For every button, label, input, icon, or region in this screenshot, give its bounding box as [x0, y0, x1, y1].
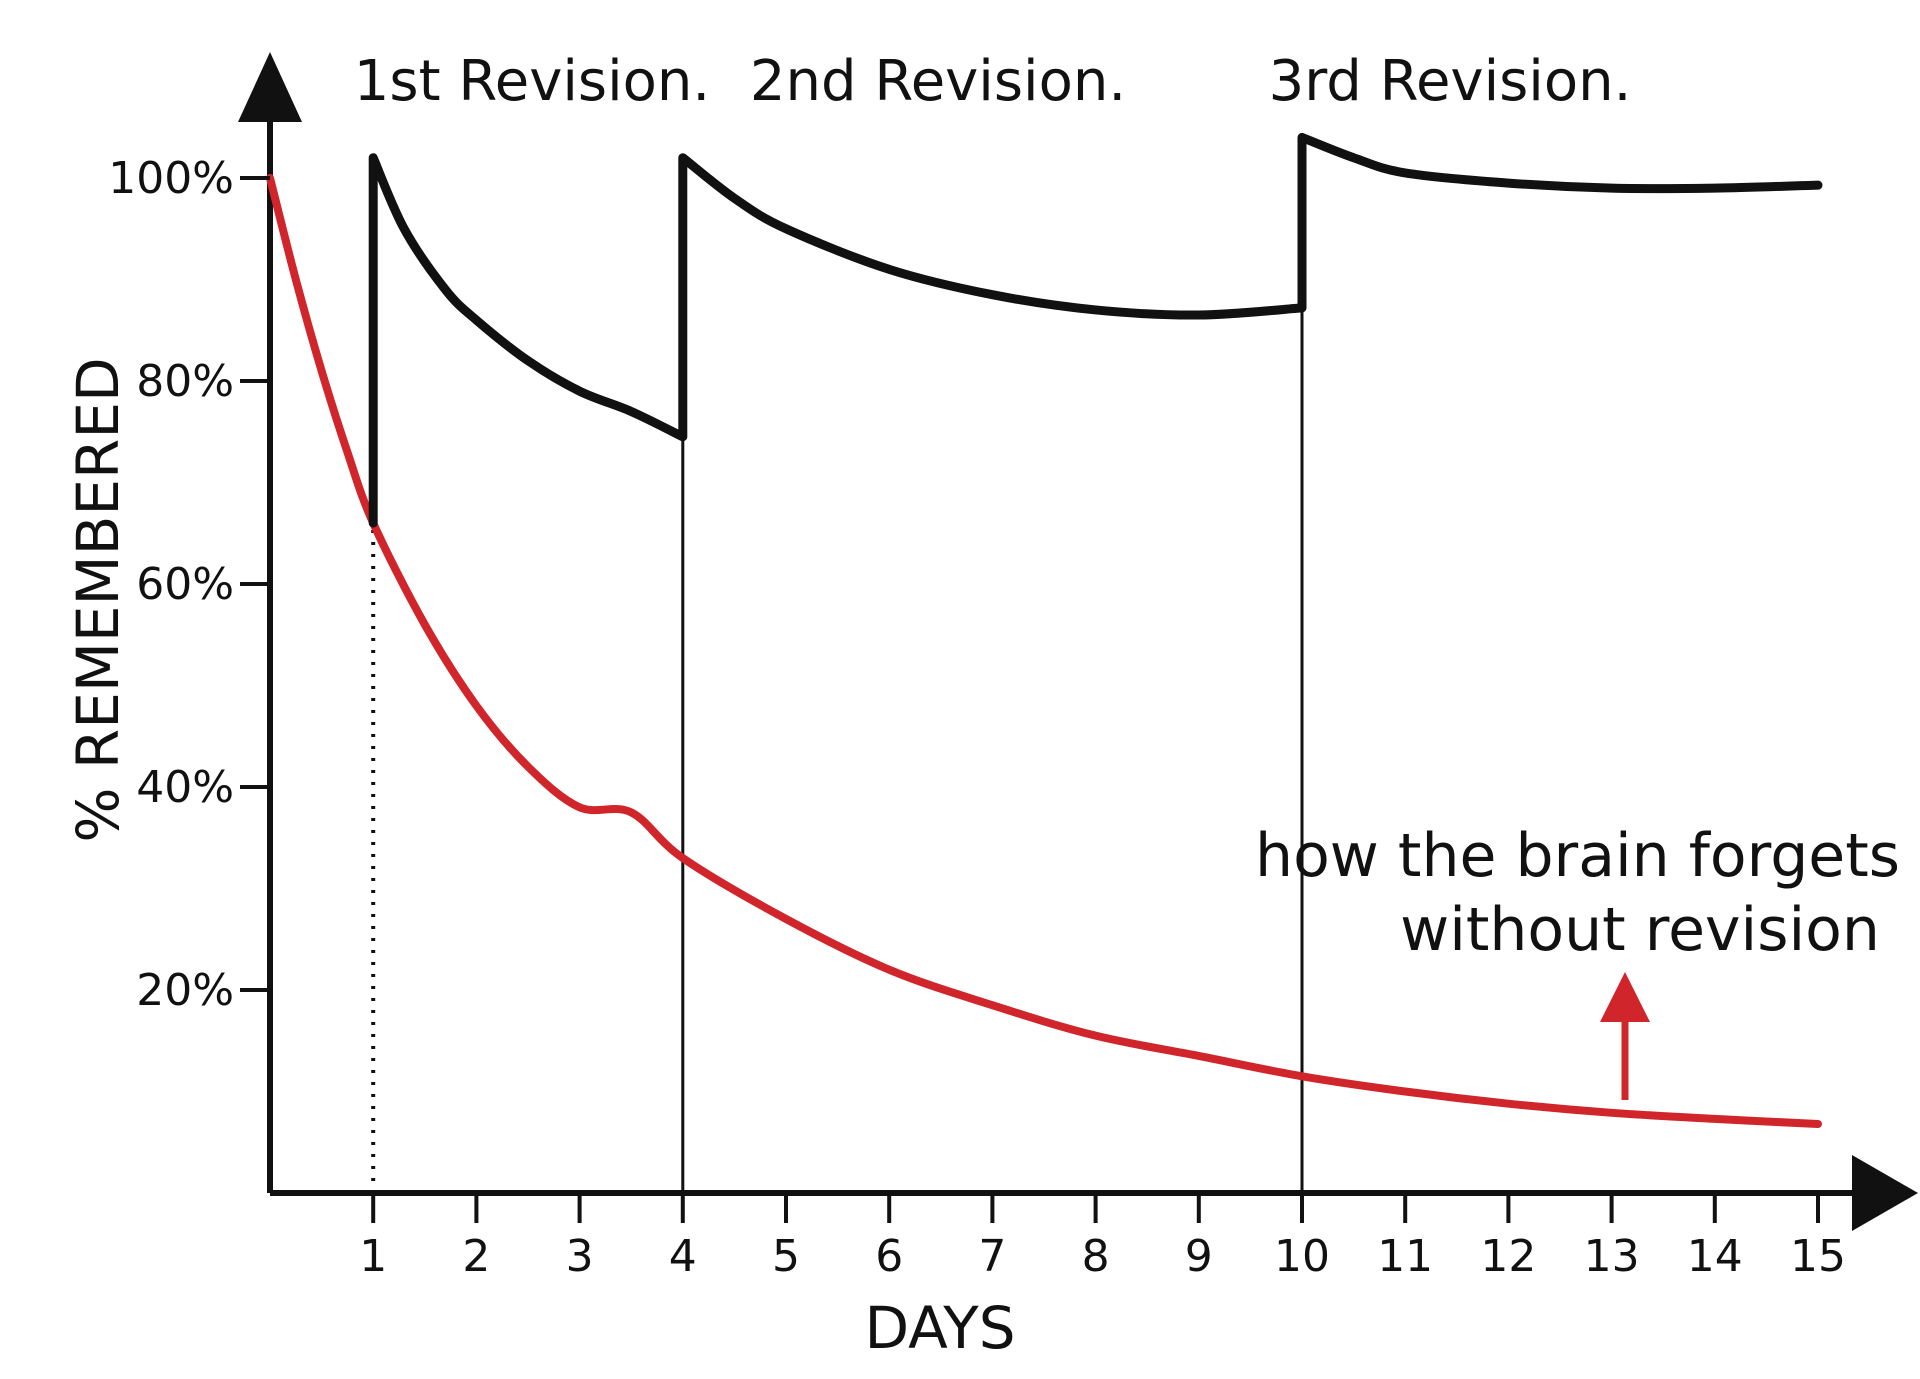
- revision-guides: [371, 307, 1304, 1193]
- x-tick-label: 11: [1377, 1231, 1433, 1282]
- revision-label: 3rd Revision.: [1269, 49, 1632, 114]
- x-tick-label: 5: [772, 1231, 800, 1282]
- series-layer: [266, 132, 1823, 1128]
- x-tick-label: 1: [359, 1231, 387, 1282]
- y-tick-label: 20%: [136, 965, 234, 1016]
- x-tick-label: 7: [978, 1231, 1006, 1282]
- y-axis-arrow: [238, 52, 302, 122]
- x-axis-title: DAYS: [864, 1294, 1015, 1362]
- series-line-forgetting: [266, 174, 1822, 1128]
- x-axis-ticks: 1 2 3 4 5 6 7 8 9 10 11 12 13 14 15: [359, 1193, 1846, 1282]
- annotation: how the brain forgets without revision: [1255, 821, 1900, 1100]
- y-tick-label: 40%: [136, 762, 234, 813]
- axes: [238, 52, 1918, 1231]
- x-tick-label: 3: [566, 1231, 594, 1282]
- y-axis-title: % REMEMBERED: [64, 357, 132, 842]
- revision-labels: 1st Revision. 2nd Revision. 3rd Revision.: [354, 49, 1632, 114]
- revision-label: 2nd Revision.: [750, 49, 1126, 114]
- x-tick-label: 4: [669, 1231, 697, 1282]
- y-tick-label: 80%: [136, 356, 234, 407]
- x-tick-label: 8: [1082, 1231, 1110, 1282]
- x-tick-label: 6: [875, 1231, 903, 1282]
- x-tick-label: 13: [1584, 1231, 1640, 1282]
- x-tick-label: 15: [1790, 1231, 1846, 1282]
- annotation-line-2: without revision: [1400, 895, 1880, 965]
- revision-label: 1st Revision.: [354, 49, 710, 114]
- x-axis-arrow: [1852, 1155, 1918, 1231]
- series-line-with-revision: [368, 132, 1823, 528]
- x-tick-label: 9: [1185, 1231, 1213, 1282]
- y-tick-label: 100%: [108, 153, 234, 204]
- x-tick-label: 10: [1274, 1231, 1330, 1282]
- x-tick-label: 2: [462, 1231, 490, 1282]
- annotation-arrow-head: [1600, 972, 1650, 1022]
- y-axis-ticks: 20% 40% 60% 80% 100%: [108, 153, 270, 1016]
- x-tick-label: 12: [1480, 1231, 1536, 1282]
- y-tick-label: 60%: [136, 559, 234, 610]
- x-tick-label: 14: [1687, 1231, 1743, 1282]
- annotation-line-1: how the brain forgets: [1255, 821, 1900, 891]
